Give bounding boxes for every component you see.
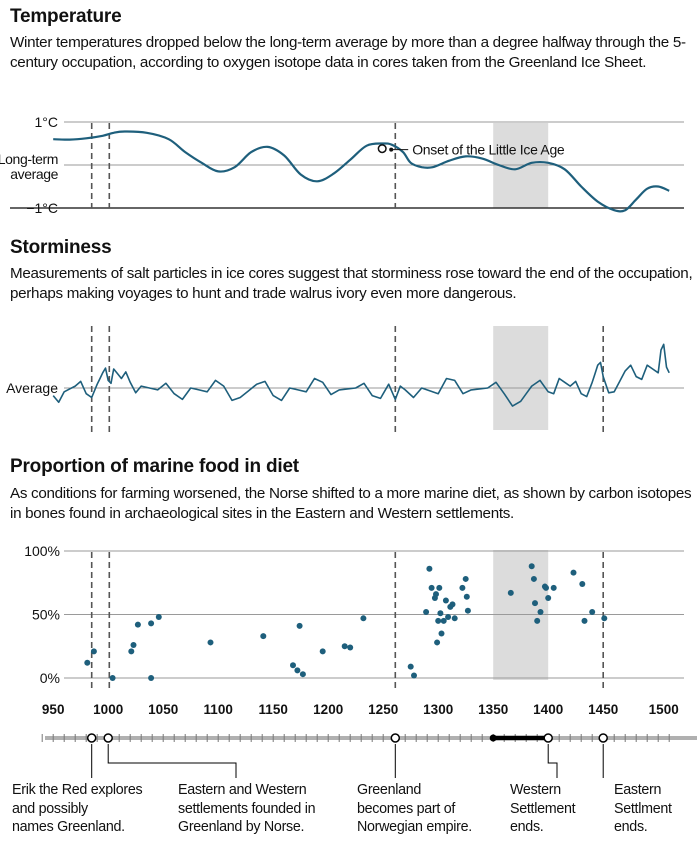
- timeline-event-marker-1261: [390, 733, 401, 743]
- diet-point-39: [463, 593, 470, 600]
- diet-point-16: [341, 643, 348, 650]
- temperature-annotation-marker: [377, 144, 387, 154]
- temperature-line: [53, 130, 670, 213]
- diet-point-2: [109, 675, 116, 681]
- diet-ytick-50: 50%: [32, 607, 60, 623]
- diet-point-26: [434, 639, 441, 646]
- diet-point-38: [462, 575, 469, 582]
- timeline-event-marker-1000: [103, 733, 113, 743]
- diet-point-25: [433, 591, 439, 598]
- diet-point-1: [90, 648, 97, 655]
- diet-point-14: [299, 671, 306, 678]
- timeline-event-label-1000: Eastern and Western settlements founded …: [178, 782, 316, 835]
- diet-point-7: [155, 614, 162, 621]
- storminess-title: Storminess: [10, 237, 112, 258]
- diet-point-11: [290, 662, 296, 669]
- western-settlement-start-dot: [489, 734, 497, 742]
- diet-point-6: [148, 620, 155, 627]
- diet-point-29: [437, 610, 444, 617]
- diet-point-4: [130, 641, 137, 648]
- storminess-line: [52, 343, 670, 407]
- diet-point-30: [438, 630, 445, 637]
- temperature-description: Winter temperatures dropped below the lo…: [10, 34, 686, 71]
- diet-point-27: [435, 617, 442, 624]
- diet-point-9: [207, 639, 214, 646]
- temperature-title: Temperature: [10, 6, 122, 27]
- storminess-shaded-period: [493, 326, 549, 430]
- diet-point-13: [296, 622, 303, 629]
- diet-point-46: [537, 608, 544, 615]
- diet-point-45: [534, 617, 541, 624]
- temperature-annotation-dot: [389, 147, 394, 152]
- diet-point-19: [407, 663, 414, 670]
- timeline-event-marker-985: [86, 733, 97, 743]
- diet-point-51: [570, 569, 577, 576]
- diet-point-44: [532, 600, 538, 607]
- diet-point-12: [294, 667, 301, 674]
- temperature-ytick-neg1: −1°C: [26, 200, 58, 216]
- temperature-annotation-label: Onset of the Little Ice Age: [412, 142, 565, 158]
- timeline-event-label-985: Erik the Red explores and possibly names…: [12, 782, 143, 835]
- timeline-event-label-1400: Western Settlement ends.: [510, 782, 576, 835]
- diet-point-41: [507, 589, 514, 596]
- diet-point-55: [601, 615, 608, 622]
- diet-point-32: [442, 597, 449, 604]
- diet-point-20: [411, 672, 417, 679]
- diet-point-28: [436, 584, 443, 591]
- diet-point-43: [530, 575, 537, 582]
- timeline-leader-1000: [107, 744, 237, 778]
- diet-point-33: [445, 614, 452, 621]
- diet-point-31: [440, 617, 447, 624]
- diet-point-17: [347, 644, 354, 651]
- diet-xtick-1300: 1300: [423, 702, 453, 717]
- diet-point-37: [459, 584, 466, 591]
- diet-point-35: [449, 601, 456, 608]
- diet-xtick-1100: 1100: [204, 702, 233, 717]
- timeline-event-marker-1400: [543, 733, 553, 743]
- diet-point-18: [360, 615, 367, 622]
- diet-point-36: [451, 615, 458, 622]
- diet-xtick-1150: 1150: [259, 702, 288, 717]
- diet-point-49: [545, 594, 552, 601]
- temperature-ytick-0-line1: average: [10, 166, 58, 182]
- diet-point-15: [319, 648, 326, 655]
- diet-point-42: [528, 563, 535, 570]
- diet-point-23: [428, 584, 435, 591]
- diet-point-0: [84, 659, 91, 666]
- diet-point-8: [148, 675, 155, 681]
- storminess-description: Measurements of salt particles in ice co…: [10, 265, 693, 302]
- timeline-event-marker-1450: [598, 733, 608, 743]
- diet-point-53: [581, 617, 588, 624]
- temperature-ytick-0-line0: Long-term: [0, 151, 58, 167]
- storminess-ytick-average: Average: [6, 380, 58, 396]
- diet-point-52: [579, 581, 586, 588]
- diet-xtick-1250: 1250: [368, 702, 398, 717]
- timeline-event-label-1261: Greenland becomes part of Norwegian empi…: [357, 782, 472, 835]
- diet-xtick-1350: 1350: [478, 702, 508, 717]
- diet-point-48: [543, 584, 549, 591]
- diet-point-21: [423, 608, 430, 615]
- diet-point-10: [260, 633, 267, 640]
- diet-point-54: [589, 608, 596, 615]
- timeline-leader-1400: [547, 744, 558, 778]
- diet-title: Proportion of marine food in diet: [10, 456, 299, 477]
- timeline-event-label-1450: Eastern Settlment ends.: [614, 782, 672, 835]
- diet-description: As conditions for farming worsened, the …: [10, 485, 692, 522]
- diet-xtick-1400: 1400: [533, 702, 563, 717]
- diet-xtick-1450: 1450: [588, 702, 618, 717]
- diet-ytick-100: 100%: [24, 543, 60, 559]
- diet-xtick-1050: 1050: [148, 702, 178, 717]
- diet-xtick-1200: 1200: [313, 702, 343, 717]
- diet-point-5: [134, 621, 141, 628]
- diet-xtick-1000: 1000: [93, 702, 123, 717]
- diet-point-22: [426, 565, 433, 572]
- diet-point-40: [464, 607, 471, 614]
- diet-xtick-1500: 1500: [649, 702, 679, 717]
- diet-point-50: [550, 584, 557, 591]
- diet-xtick-950: 950: [42, 702, 65, 717]
- diet-ytick-0: 0%: [40, 670, 60, 686]
- temperature-ytick-1: 1°C: [35, 114, 59, 130]
- diet-point-3: [128, 648, 135, 655]
